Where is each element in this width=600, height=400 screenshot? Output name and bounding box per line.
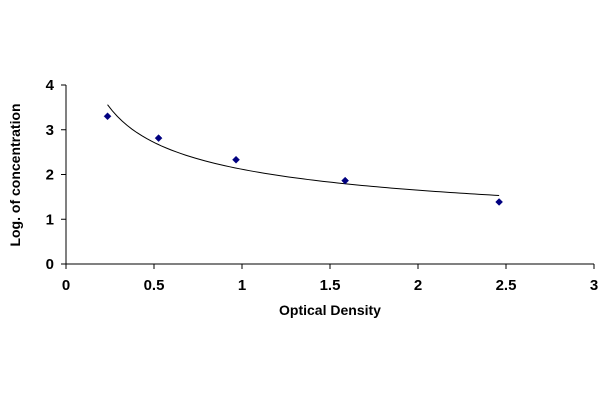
y-ticks: 0 1 2 3 4	[46, 77, 66, 273]
x-tick-label: 0.5	[144, 277, 165, 294]
data-point	[103, 112, 112, 121]
x-ticks: 0 0.5 1 1.5 2 2.5 3	[62, 264, 598, 294]
y-tick-label: 2	[46, 167, 54, 184]
plot-area: 0 1 2 3 4 0 0.5 1 1.5 2 2.5 3	[46, 77, 599, 294]
y-tick-label: 0	[46, 256, 54, 273]
data-point	[495, 198, 503, 206]
x-tick-label: 1.5	[320, 277, 341, 294]
data-points	[103, 112, 503, 206]
data-point	[232, 155, 240, 164]
x-tick-label: 2	[414, 277, 422, 294]
fit-curve	[107, 104, 500, 196]
x-tick-label: 0	[62, 277, 70, 294]
y-tick-label: 3	[46, 122, 54, 139]
x-tick-label: 3	[590, 277, 598, 294]
x-axis-title: Optical Density	[279, 302, 381, 318]
x-tick-label: 2.5	[496, 277, 517, 294]
x-tick-label: 1	[238, 277, 246, 294]
y-tick-label: 4	[46, 77, 55, 94]
data-point	[341, 176, 349, 185]
data-point	[154, 134, 163, 142]
fit-curve-layer	[107, 104, 500, 196]
y-axis-title: Log. of concentration	[7, 103, 23, 246]
y-tick-label: 1	[46, 211, 54, 228]
